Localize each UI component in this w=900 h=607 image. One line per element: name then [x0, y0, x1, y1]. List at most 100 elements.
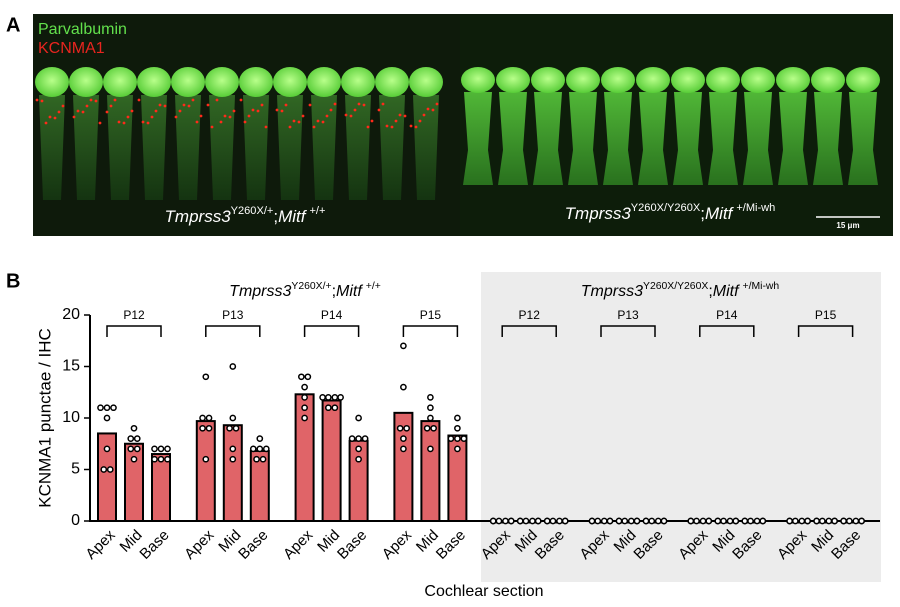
data-point — [720, 517, 727, 525]
cell-body — [848, 92, 878, 185]
red-punctum — [366, 125, 370, 129]
cell-body — [277, 95, 303, 200]
group-label: P12 — [519, 308, 541, 322]
red-punctum — [195, 120, 199, 124]
red-punctum — [61, 104, 65, 108]
data-point — [600, 517, 608, 525]
red-punctum — [370, 119, 374, 123]
data-point — [348, 435, 356, 442]
cell-body — [73, 95, 99, 200]
data-point — [798, 517, 806, 525]
data-point — [301, 394, 308, 401]
red-punctum — [256, 109, 260, 113]
genotype-gene: Tmprss3 — [229, 283, 291, 300]
group-label: P15 — [420, 308, 442, 322]
data-point — [205, 424, 213, 432]
cell-body — [413, 95, 439, 200]
cell-top — [375, 67, 409, 97]
data-point — [516, 517, 524, 525]
red-punctum — [422, 113, 426, 117]
data-point — [355, 414, 362, 422]
red-punctum — [109, 104, 113, 108]
cell-body — [673, 92, 703, 185]
data-point — [229, 363, 237, 370]
data-point — [460, 435, 468, 442]
data-point — [396, 424, 404, 432]
red-punctum — [206, 103, 210, 107]
data-point — [130, 455, 138, 463]
data-point — [249, 445, 257, 453]
genotype-gene: Tmprss3 — [165, 207, 232, 226]
data-point — [660, 517, 668, 525]
cell-body — [568, 92, 598, 185]
red-punctum — [308, 103, 312, 107]
red-punctum — [435, 102, 439, 106]
cell-body — [107, 95, 133, 200]
red-punctum — [223, 114, 227, 118]
data-point — [256, 445, 264, 453]
data-point — [447, 435, 455, 442]
data-point — [400, 342, 407, 350]
cell-body — [379, 95, 405, 200]
red-punctum — [137, 98, 141, 102]
red-punctum — [85, 104, 89, 108]
cell-body — [39, 95, 65, 200]
data-point — [427, 414, 434, 422]
cell-body — [533, 92, 563, 185]
data-point — [699, 517, 707, 525]
red-punctum — [57, 110, 61, 114]
data-point — [804, 517, 811, 525]
data-point — [642, 517, 650, 525]
data-point — [151, 445, 158, 453]
red-punctum — [141, 120, 145, 124]
data-point — [654, 517, 662, 525]
data-point — [301, 383, 308, 391]
cell-body — [175, 95, 201, 200]
red-punctum — [247, 114, 251, 118]
legend-entry: Parvalbumin — [38, 21, 127, 38]
red-punctum — [312, 125, 316, 129]
data-point — [259, 455, 267, 463]
red-punctum — [150, 115, 154, 119]
red-punctum — [232, 109, 236, 113]
bracket — [402, 325, 459, 337]
data-point — [400, 383, 407, 391]
group-label: P15 — [815, 308, 837, 322]
red-punctum — [362, 103, 366, 107]
cell-body — [243, 95, 269, 200]
red-punctum — [239, 98, 243, 102]
red-punctum — [431, 108, 435, 112]
genotype-gene-sup: Y260X/Y260X — [631, 202, 701, 214]
data-point — [792, 517, 799, 525]
genotype-mitf: Mitf — [336, 283, 363, 300]
red-punctum — [72, 115, 76, 119]
y-tick-label: 0 — [71, 512, 80, 529]
red-punctum — [187, 104, 191, 108]
data-point — [127, 445, 135, 453]
data-point — [556, 517, 563, 525]
data-point — [205, 414, 213, 422]
bracket — [501, 325, 557, 337]
red-punctum — [403, 114, 407, 118]
data-point — [819, 517, 826, 525]
bar — [294, 393, 315, 522]
genotype-separator: ; — [332, 283, 336, 300]
data-point — [110, 404, 117, 412]
x-tick-label: Apex — [280, 526, 317, 563]
group-label: P13 — [222, 308, 244, 322]
cell-top — [601, 67, 635, 93]
data-point — [151, 455, 158, 463]
cell-top — [409, 67, 443, 97]
cell-body — [463, 92, 493, 185]
data-point — [157, 455, 165, 463]
red-punctum — [98, 121, 102, 125]
red-punctum — [316, 119, 320, 123]
cell-top — [307, 67, 341, 97]
genotype-label: Tmprss3Y260X/+;Mitf +/+ — [165, 205, 326, 227]
data-point — [852, 517, 860, 525]
red-punctum — [329, 108, 333, 112]
red-punctum — [301, 114, 305, 118]
data-point — [454, 424, 461, 432]
data-point — [103, 445, 111, 453]
